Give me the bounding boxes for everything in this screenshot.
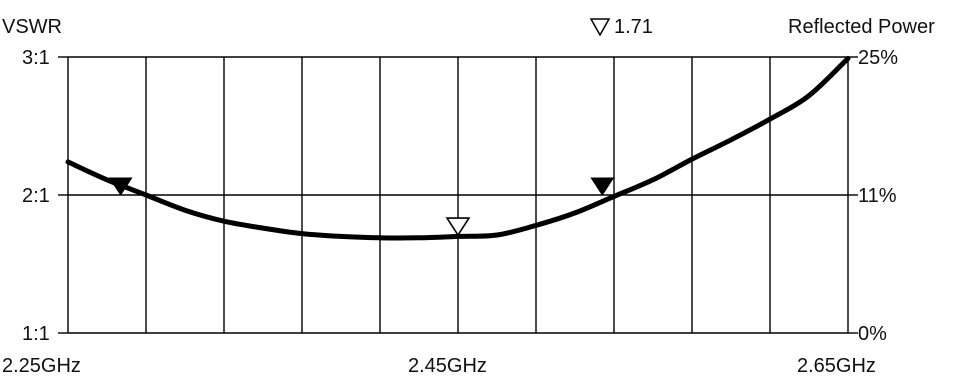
right-axis-title: Reflected Power bbox=[788, 16, 935, 38]
y-tick-right-top: 25% bbox=[858, 47, 899, 69]
marker-filled-triangle bbox=[108, 177, 133, 196]
x-tick-start: 2.25GHz bbox=[2, 355, 81, 377]
x-tick-mid: 2.45GHz bbox=[408, 355, 487, 377]
hollow-triangle-icon bbox=[590, 18, 610, 36]
y-tick-left-top: 3:1 bbox=[22, 47, 50, 69]
y-tick-right-mid: 11% bbox=[858, 185, 897, 207]
x-tick-end: 2.65GHz bbox=[797, 355, 876, 377]
marker-filled-triangle bbox=[590, 177, 615, 196]
marker-hollow-triangle bbox=[445, 217, 471, 237]
left-axis-title: VSWR bbox=[2, 16, 62, 38]
marker-readout-value: 1.71 bbox=[614, 16, 653, 38]
y-tick-left-bottom: 1:1 bbox=[22, 323, 50, 345]
y-tick-right-bottom: 0% bbox=[858, 323, 887, 345]
marker-readout: 1.71 bbox=[590, 16, 653, 38]
y-tick-left-mid: 2:1 bbox=[22, 185, 50, 207]
